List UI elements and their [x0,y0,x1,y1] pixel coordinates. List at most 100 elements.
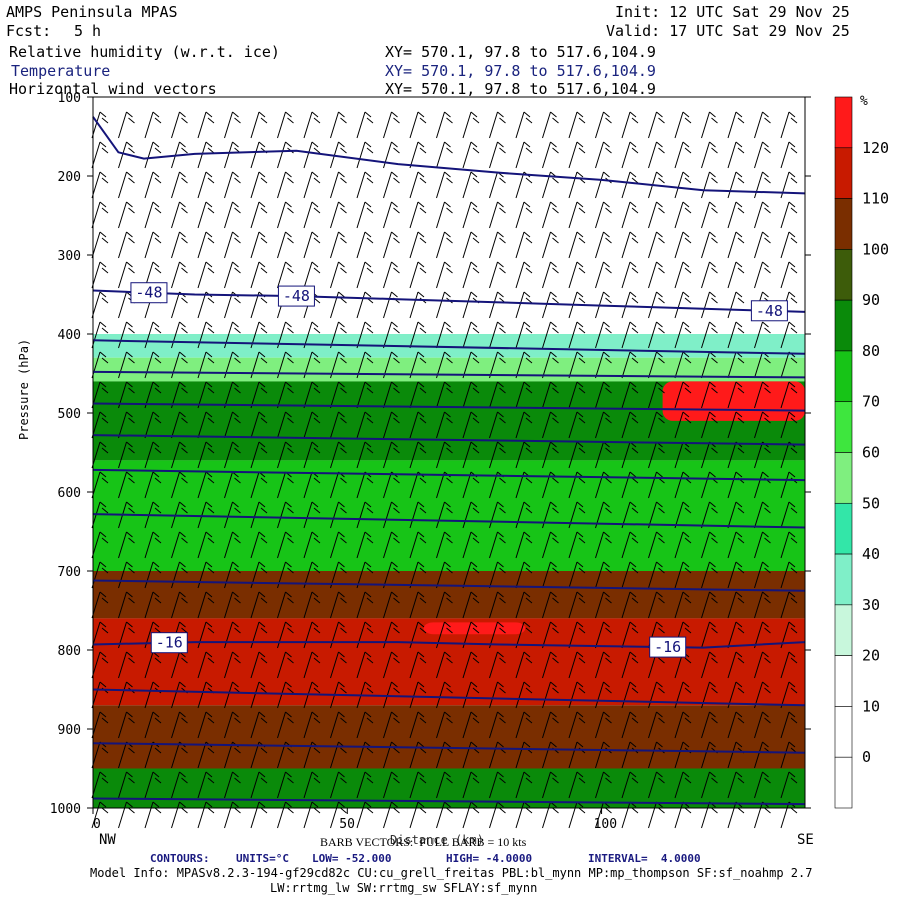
wind-barb [197,201,215,229]
wind-barb [727,261,745,289]
wind-barb [197,261,215,289]
wind-barb [648,141,665,169]
wind-barb [197,621,215,649]
wind-barb [674,561,692,589]
wind-barb [568,441,586,469]
wind-barb [118,141,135,169]
wind-barb [118,801,135,829]
wind-barb [144,471,162,499]
x-tick-label: 50 [339,817,355,832]
wind-barb [489,201,506,229]
wind-barb [171,441,188,469]
y-tick-label: 600 [58,486,81,501]
wind-barb [621,321,639,349]
contour-label: -16 [156,634,183,652]
wind-barb [727,291,745,319]
wind-barb [303,441,321,469]
wind-barb [648,351,665,379]
wind-barb [409,441,427,469]
wind-barb [197,111,215,139]
wind-barb [224,651,241,679]
wind-barb [595,681,612,709]
colorbar-label: 120 [862,139,889,157]
wind-barb [330,231,347,259]
wind-barb [595,111,612,139]
wind-barb [648,681,665,709]
wind-barb [144,351,162,379]
wind-barb [754,531,771,559]
temperature-contour [92,116,806,195]
wind-barb [462,651,480,679]
wind-barb [621,291,639,319]
wind-barb [144,531,162,559]
wind-barb [144,801,162,829]
wind-barb [595,561,612,589]
temperature-contour [92,468,806,482]
wind-barb [250,171,268,199]
wind-barb [277,261,294,289]
wind-barb [489,681,506,709]
field-temp-xy: XY= 570.1, 97.8 to 517.6,104.9 [385,62,656,80]
wind-barb [383,321,400,349]
wind-barb [780,531,798,559]
wind-barb [277,531,294,559]
field-temp-label: Temperature [11,62,111,80]
wind-barb [621,771,639,799]
y-tick-label: 1000 [50,802,81,817]
contour-label-box [277,285,315,307]
wind-barb [515,201,533,229]
wind-barb [277,681,294,709]
wind-barb [780,651,798,679]
wind-barb [780,141,798,169]
wind-barb [250,801,268,829]
wind-barb [144,441,162,469]
colorbar-box [834,350,853,403]
wind-barb [436,201,453,229]
wind-barb [489,501,506,529]
wind-barb [383,171,400,199]
wind-barb [648,111,665,139]
wind-barb [489,261,506,289]
wind-barb [436,441,453,469]
wind-barb [277,711,294,739]
wind-barb [118,261,135,289]
wind-barb [303,261,321,289]
contours-label: CONTOURS: [150,852,210,865]
wind-barb [648,531,665,559]
wind-barb [542,591,559,619]
wind-barb [409,591,427,619]
wind-barb [595,771,612,799]
wind-barb [330,591,347,619]
wind-barb [303,501,321,529]
wind-barb [303,531,321,559]
y-tick-label: 700 [58,565,81,580]
colorbar-label: 0 [862,748,871,766]
wind-barb [383,261,400,289]
wind-barb [568,561,586,589]
wind-barb [330,381,347,409]
wind-barb [515,321,533,349]
field-rh-xy: XY= 570.1, 97.8 to 517.6,104.9 [385,43,656,61]
wind-barb [595,201,612,229]
x-end-label-se: SE [797,832,814,848]
wind-barb [674,591,692,619]
colorbar-label: 30 [862,596,880,614]
wind-barb [780,501,798,529]
wind-barb [462,171,480,199]
wind-barb [118,441,135,469]
wind-barb [171,111,188,139]
wind-barb [727,141,745,169]
wind-barb [144,711,162,739]
wind-barb [171,591,188,619]
wind-barb [224,231,241,259]
wind-barb [489,381,506,409]
wind-barb [277,591,294,619]
colorbar-box [834,96,853,149]
wind-barb [409,111,427,139]
temperature-contour [92,513,806,529]
wind-barb [436,231,453,259]
wind-barb [515,501,533,529]
wind-barb [568,351,586,379]
wind-barb [436,411,453,439]
wind-barb [515,531,533,559]
